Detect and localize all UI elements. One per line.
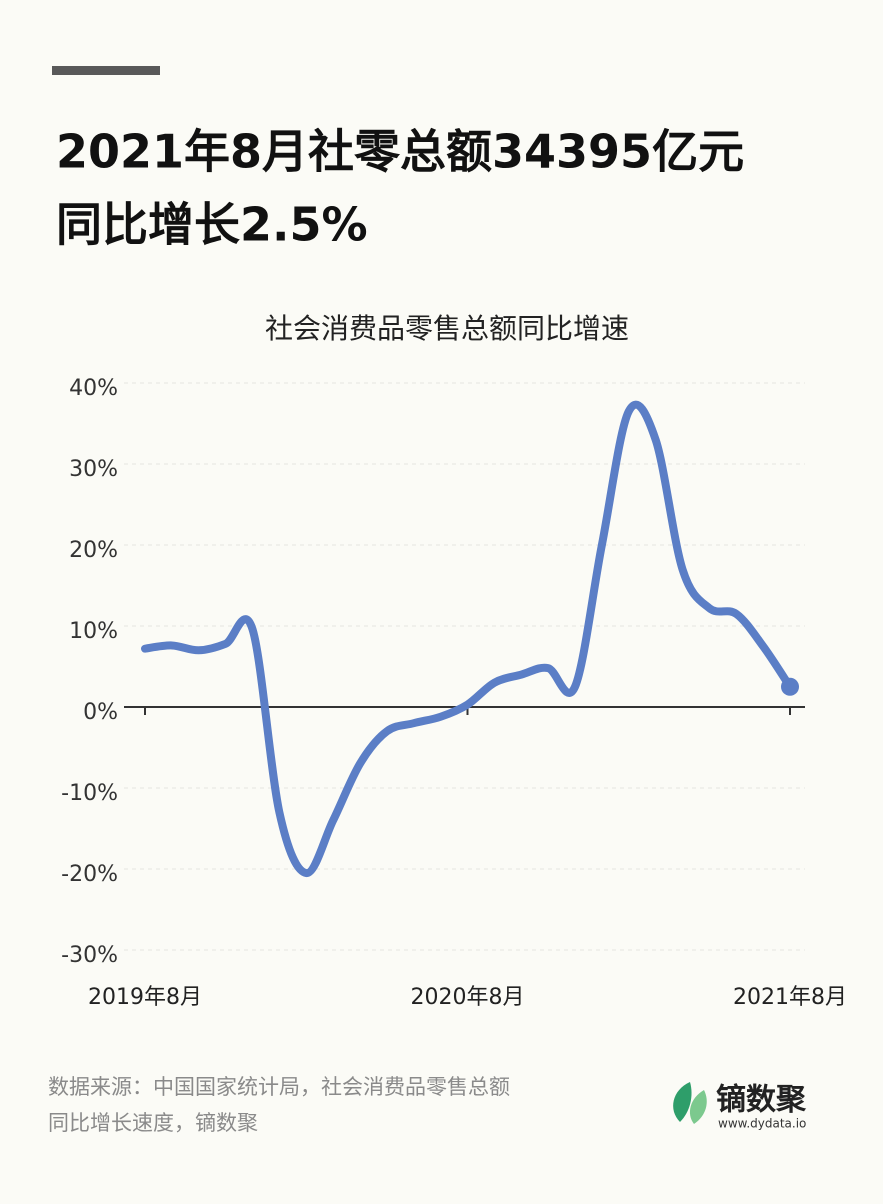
y-tick-label: 40% [69, 376, 118, 401]
x-tick-label: 2019年8月 [88, 985, 202, 1010]
chart-title: 社会消费品零售总额同比增速 [265, 312, 629, 345]
x-tick-label: 2020年8月 [411, 985, 525, 1010]
logo-leaf [689, 1090, 707, 1124]
y-tick-label: 30% [69, 457, 118, 482]
y-tick-label: -30% [61, 943, 118, 968]
logo-url: www.dydata.io [718, 1117, 806, 1131]
x-tick-label: 2021年8月 [733, 985, 847, 1010]
y-tick-label: -10% [61, 781, 118, 806]
source: 同比增长速度，镝数聚 [48, 1111, 258, 1135]
line [141, 400, 794, 878]
accent-bar [52, 66, 160, 75]
logo-name: 镝数聚 [716, 1083, 807, 1118]
y-tick-label: -20% [61, 862, 118, 887]
logo-leaf [673, 1082, 692, 1122]
plot: -30% -20% -10% 0% 10% 20% 30% 40% 2019年8月 2020年8月… [61, 376, 847, 1010]
logo: 镝数聚 www.dydata.io [673, 1082, 807, 1131]
y-tick-label: 10% [69, 619, 118, 644]
source: 数据来源：中国国家统计局，社会消费品零售总额 [48, 1075, 510, 1099]
end-point [781, 677, 799, 696]
y-tick-label: 20% [69, 538, 118, 563]
headline: 2021年8月社零总额34395亿元 [56, 125, 744, 179]
headline: 同比增长2.5% [56, 198, 368, 252]
y-tick-label: 0% [83, 700, 118, 725]
